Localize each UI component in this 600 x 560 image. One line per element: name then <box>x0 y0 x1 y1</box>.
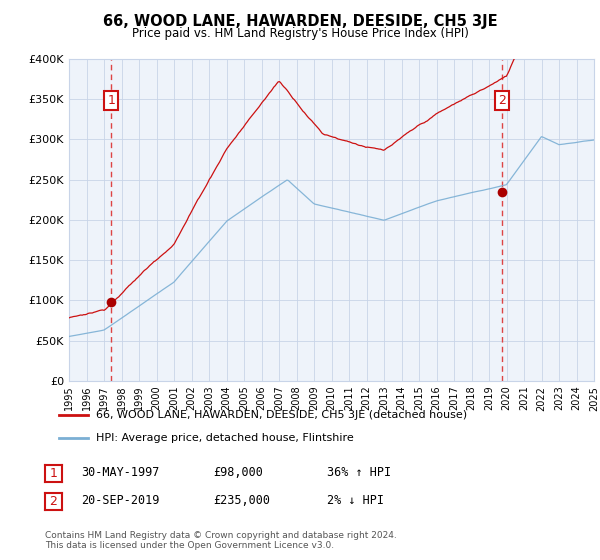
Text: 36% ↑ HPI: 36% ↑ HPI <box>327 466 391 479</box>
Text: 1: 1 <box>107 94 115 107</box>
Text: £235,000: £235,000 <box>213 494 270 507</box>
Text: 20-SEP-2019: 20-SEP-2019 <box>81 494 160 507</box>
Text: £98,000: £98,000 <box>213 466 263 479</box>
Text: This data is licensed under the Open Government Licence v3.0.: This data is licensed under the Open Gov… <box>45 541 334 550</box>
Text: 2: 2 <box>49 494 58 508</box>
Text: Price paid vs. HM Land Registry's House Price Index (HPI): Price paid vs. HM Land Registry's House … <box>131 27 469 40</box>
Text: Contains HM Land Registry data © Crown copyright and database right 2024.: Contains HM Land Registry data © Crown c… <box>45 531 397 540</box>
Text: 2: 2 <box>497 94 506 107</box>
Text: 30-MAY-1997: 30-MAY-1997 <box>81 466 160 479</box>
Text: 66, WOOD LANE, HAWARDEN, DEESIDE, CH5 3JE: 66, WOOD LANE, HAWARDEN, DEESIDE, CH5 3J… <box>103 14 497 29</box>
Text: HPI: Average price, detached house, Flintshire: HPI: Average price, detached house, Flin… <box>95 433 353 444</box>
Text: 1: 1 <box>49 466 58 480</box>
Text: 2% ↓ HPI: 2% ↓ HPI <box>327 494 384 507</box>
Text: 66, WOOD LANE, HAWARDEN, DEESIDE, CH5 3JE (detached house): 66, WOOD LANE, HAWARDEN, DEESIDE, CH5 3J… <box>95 410 467 421</box>
